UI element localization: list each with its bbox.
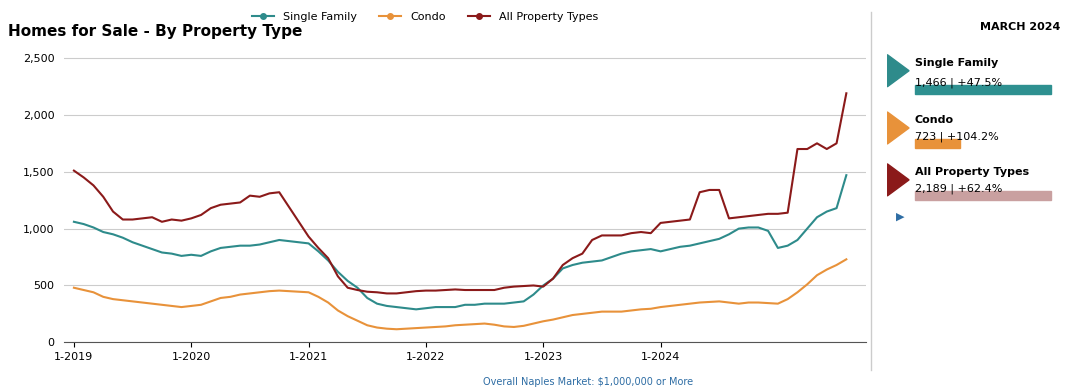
- Condo: [419, 325, 432, 330]
- All Property Types: [381, 291, 393, 296]
- All Property Types: [762, 212, 775, 216]
- Bar: [915, 85, 1051, 94]
- Single Family: [546, 276, 559, 281]
- Text: Homes for Sale - By Property Type: Homes for Sale - By Property Type: [7, 24, 303, 39]
- Single Family: [409, 307, 422, 312]
- All Property Types: [537, 284, 549, 289]
- Text: Overall Naples Market: $1,000,000 or More: Overall Naples Market: $1,000,000 or Mor…: [483, 377, 693, 387]
- Line: All Property Types: All Property Types: [74, 93, 847, 293]
- Text: All Property Types: All Property Types: [915, 167, 1028, 177]
- Text: MARCH 2024: MARCH 2024: [979, 23, 1060, 32]
- Bar: [915, 191, 1051, 200]
- Single Family: [840, 173, 853, 177]
- All Property Types: [605, 233, 618, 238]
- All Property Types: [576, 251, 589, 256]
- Condo: [390, 327, 403, 331]
- Text: Single Family: Single Family: [915, 58, 997, 68]
- Single Family: [537, 283, 549, 288]
- Line: Single Family: Single Family: [74, 175, 847, 309]
- All Property Types: [546, 276, 559, 281]
- Single Family: [605, 255, 618, 259]
- Condo: [762, 301, 775, 305]
- Single Family: [762, 229, 775, 233]
- Legend: Single Family, Condo, All Property Types: Single Family, Condo, All Property Types: [247, 8, 603, 27]
- Text: 1,466 | +47.5%: 1,466 | +47.5%: [915, 78, 1002, 88]
- Condo: [605, 309, 618, 314]
- Text: 2,189 | +62.4%: 2,189 | +62.4%: [915, 184, 1002, 194]
- Text: ▶: ▶: [896, 211, 904, 221]
- Condo: [546, 317, 559, 322]
- Condo: [840, 257, 853, 262]
- Polygon shape: [887, 164, 909, 196]
- Polygon shape: [887, 54, 909, 87]
- All Property Types: [67, 168, 80, 173]
- Single Family: [67, 219, 80, 224]
- Condo: [537, 319, 549, 324]
- Text: 723 | +104.2%: 723 | +104.2%: [915, 131, 998, 142]
- All Property Types: [840, 91, 853, 96]
- Bar: [915, 139, 960, 148]
- Text: Condo: Condo: [915, 116, 954, 126]
- Condo: [576, 312, 589, 316]
- Condo: [67, 286, 80, 290]
- All Property Types: [419, 288, 432, 293]
- Polygon shape: [887, 112, 909, 144]
- Line: Condo: Condo: [74, 259, 847, 329]
- Single Family: [419, 306, 432, 310]
- Single Family: [576, 260, 589, 265]
